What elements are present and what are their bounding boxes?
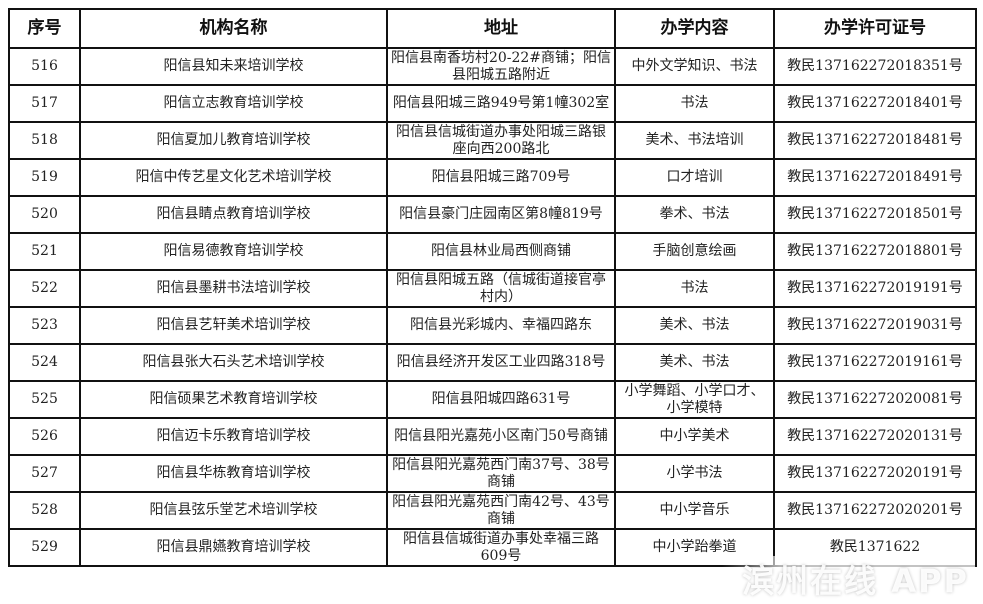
table-row: 523 阳信县艺轩美术培训学校 阳信县光彩城内、幸福四路东 美术、书法 教民137162… xyxy=(8,306,977,345)
cell-name: 阳信县知未来培训学校 xyxy=(79,47,388,86)
cell-name: 阳信夏加儿教育培训学校 xyxy=(79,121,388,160)
cell-content: 美术、书法 xyxy=(614,343,775,382)
institution-table: 序号 机构名称 地址 办学内容 办学许可证号 516 阳信县知未来培训学校 阳信县南… xyxy=(8,8,977,567)
cell-license: 教民137162272020191号 xyxy=(773,454,977,493)
cell-name: 阳信县墨耕书法培训学校 xyxy=(79,269,388,308)
header-no: 序号 xyxy=(8,8,81,49)
cell-content: 中外文学知识、书法 xyxy=(614,47,775,86)
cell-name: 阳信县艺轩美术培训学校 xyxy=(79,306,388,345)
cell-no: 526 xyxy=(8,417,81,456)
cell-name: 阳信易德教育培训学校 xyxy=(79,232,388,271)
cell-content: 书法 xyxy=(614,269,775,308)
table-row: 519 阳信中传艺星文化艺术培训学校 阳信县阳城三路709号 口才培训 教民137162… xyxy=(8,158,977,197)
cell-no: 516 xyxy=(8,47,81,86)
table-row: 518 阳信夏加儿教育培训学校 阳信县信城街道办事处阳城三路银座向西200路北 美术、… xyxy=(8,121,977,160)
table-row: 527 阳信县华栋教育培训学校 阳信县阳光嘉苑西门南37号、38号商铺 小学书法 教民1… xyxy=(8,454,977,493)
cell-address: 阳信县阳城三路709号 xyxy=(386,158,616,197)
table-row: 524 阳信县张大石头艺术培训学校 阳信县经济开发区工业四路318号 美术、书法 教民1… xyxy=(8,343,977,382)
cell-license: 教民137162272019161号 xyxy=(773,343,977,382)
cell-license: 教民137162272018401号 xyxy=(773,84,977,123)
cell-license: 教民137162272020081号 xyxy=(773,380,977,419)
cell-license: 教民137162272019031号 xyxy=(773,306,977,345)
cell-no: 529 xyxy=(8,528,81,567)
cell-no: 527 xyxy=(8,454,81,493)
cell-address: 阳信县阳城五路（信城街道接官亭村内） xyxy=(386,269,616,308)
cell-no: 524 xyxy=(8,343,81,382)
header-address: 地址 xyxy=(386,8,616,49)
cell-content: 小学舞蹈、小学口才、小学模特 xyxy=(614,380,775,419)
header-license: 办学许可证号 xyxy=(773,8,977,49)
cell-address: 阳信县信城街道办事处幸福三路609号 xyxy=(386,528,616,567)
cell-name: 阳信立志教育培训学校 xyxy=(79,84,388,123)
cell-content: 中小学音乐 xyxy=(614,491,775,530)
cell-no: 518 xyxy=(8,121,81,160)
watermark-logo: 滨州在线 APP xyxy=(722,556,975,602)
cell-address: 阳信县光彩城内、幸福四路东 xyxy=(386,306,616,345)
cell-license: 教民137162272019191号 xyxy=(773,269,977,308)
cell-address: 阳信县信城街道办事处阳城三路银座向西200路北 xyxy=(386,121,616,160)
cell-address: 阳信县阳光嘉苑西门南37号、38号商铺 xyxy=(386,454,616,493)
table-row: 520 阳信县睛点教育培训学校 阳信县豪门庄园南区第8幢819号 拳术、书法 教民137… xyxy=(8,195,977,234)
cell-content: 美术、书法 xyxy=(614,306,775,345)
cell-content: 拳术、书法 xyxy=(614,195,775,234)
cell-no: 522 xyxy=(8,269,81,308)
cell-license: 教民137162272018481号 xyxy=(773,121,977,160)
cell-no: 519 xyxy=(8,158,81,197)
cell-name: 阳信县华栋教育培训学校 xyxy=(79,454,388,493)
cell-content: 中小学美术 xyxy=(614,417,775,456)
cell-content: 美术、书法培训 xyxy=(614,121,775,160)
cell-no: 517 xyxy=(8,84,81,123)
cell-no: 523 xyxy=(8,306,81,345)
cell-license: 教民137162272018491号 xyxy=(773,158,977,197)
cell-no: 525 xyxy=(8,380,81,419)
table-row: 522 阳信县墨耕书法培训学校 阳信县阳城五路（信城街道接官亭村内） 书法 教民1371… xyxy=(8,269,977,308)
cell-address: 阳信县南香坊村20-22#商铺；阳信县阳城五路附近 xyxy=(386,47,616,86)
table-row: 528 阳信县弦乐堂艺术培训学校 阳信县阳光嘉苑西门南42号、43号商铺 中小学音乐教… xyxy=(8,491,977,530)
cell-name: 阳信硕果艺术教育培训学校 xyxy=(79,380,388,419)
header-name: 机构名称 xyxy=(79,8,388,49)
cell-address: 阳信县阳光嘉苑西门南42号、43号商铺 xyxy=(386,491,616,530)
table-row: 521 阳信易德教育培训学校 阳信县林业局西侧商铺 手脑创意绘画 教民137162272… xyxy=(8,232,977,271)
cell-license: 教民137162272018801号 xyxy=(773,232,977,271)
cell-license: 教民137162272020131号 xyxy=(773,417,977,456)
cell-address: 阳信县阳城四路631号 xyxy=(386,380,616,419)
cell-content: 书法 xyxy=(614,84,775,123)
header-row: 序号 机构名称 地址 办学内容 办学许可证号 xyxy=(8,8,977,49)
cell-address: 阳信县经济开发区工业四路318号 xyxy=(386,343,616,382)
cell-name: 阳信中传艺星文化艺术培训学校 xyxy=(79,158,388,197)
table-row: 526 阳信迈卡乐教育培训学校 阳信县阳光嘉苑小区南门50号商铺 中小学美术 教民137… xyxy=(8,417,977,456)
cell-license: 教民137162272018501号 xyxy=(773,195,977,234)
cell-address: 阳信县阳城三路949号第1幢302室 xyxy=(386,84,616,123)
table-row: 516 阳信县知未来培训学校 阳信县南香坊村20-22#商铺；阳信县阳城五路附近 中外… xyxy=(8,47,977,86)
cell-license: 教民137162272020201号 xyxy=(773,491,977,530)
cell-name: 阳信县弦乐堂艺术培训学校 xyxy=(79,491,388,530)
cell-name: 阳信县睛点教育培训学校 xyxy=(79,195,388,234)
cell-no: 520 xyxy=(8,195,81,234)
cell-license: 教民137162272018351号 xyxy=(773,47,977,86)
header-content: 办学内容 xyxy=(614,8,775,49)
cell-content: 口才培训 xyxy=(614,158,775,197)
cell-no: 528 xyxy=(8,491,81,530)
table-row: 517 阳信立志教育培训学校 阳信县阳城三路949号第1幢302室 书法 教民13716… xyxy=(8,84,977,123)
cell-name: 阳信县鼎嬿教育培训学校 xyxy=(79,528,388,567)
table-body: 516 阳信县知未来培训学校 阳信县南香坊村20-22#商铺；阳信县阳城五路附近 中外… xyxy=(8,47,977,567)
cell-address: 阳信县豪门庄园南区第8幢819号 xyxy=(386,195,616,234)
cell-name: 阳信县张大石头艺术培训学校 xyxy=(79,343,388,382)
cell-name: 阳信迈卡乐教育培训学校 xyxy=(79,417,388,456)
table-row: 525 阳信硕果艺术教育培训学校 阳信县阳城四路631号 小学舞蹈、小学口才、小学模特… xyxy=(8,380,977,419)
cell-content: 手脑创意绘画 xyxy=(614,232,775,271)
cell-content: 小学书法 xyxy=(614,454,775,493)
cell-no: 521 xyxy=(8,232,81,271)
cell-address: 阳信县林业局西侧商铺 xyxy=(386,232,616,271)
cell-address: 阳信县阳光嘉苑小区南门50号商铺 xyxy=(386,417,616,456)
